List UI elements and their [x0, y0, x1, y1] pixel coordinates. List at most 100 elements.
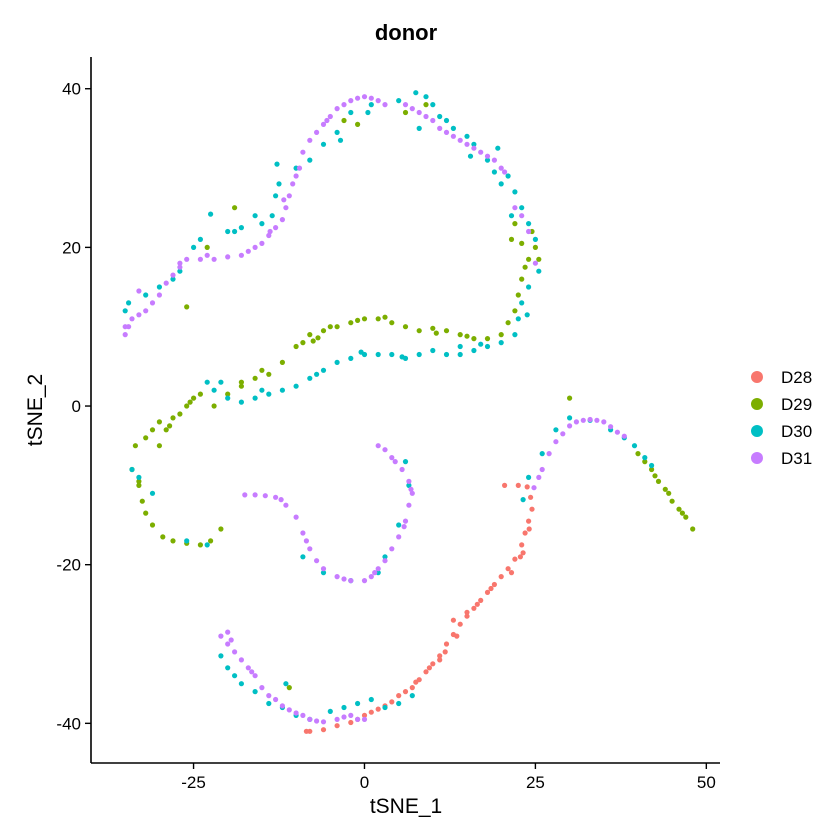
point-D31-12	[211, 256, 217, 262]
point-D30-107	[416, 125, 422, 131]
point-D28-45	[464, 609, 470, 615]
point-D30-29	[512, 189, 518, 195]
point-D30-10	[273, 193, 279, 199]
point-D30-37	[512, 332, 518, 338]
point-D31-33	[355, 95, 361, 101]
point-D30-117	[399, 354, 405, 360]
point-D30-100	[539, 451, 545, 457]
point-D30-114	[358, 349, 364, 355]
point-D29-1	[132, 443, 138, 449]
point-D31-76	[406, 478, 412, 484]
point-D29-67	[423, 102, 429, 108]
point-D31-57	[242, 492, 248, 498]
point-D29-76	[676, 506, 682, 512]
legend: D28 D29 D30 D31	[751, 368, 812, 468]
point-D30-104	[478, 341, 484, 347]
point-D29-84	[310, 338, 316, 344]
point-D30-110	[495, 145, 501, 151]
point-D28-29	[515, 482, 521, 488]
point-D29-25	[416, 328, 422, 334]
legend-key-D31	[751, 452, 763, 464]
point-D31-81	[392, 459, 398, 465]
point-D30-101	[526, 474, 532, 480]
point-D30-115	[314, 371, 320, 377]
point-D30-33	[536, 268, 542, 274]
point-D29-53	[218, 526, 224, 532]
point-D29-77	[683, 514, 689, 520]
point-D29-43	[536, 256, 542, 262]
point-D31-132	[372, 570, 378, 576]
legend-key-D30	[751, 425, 763, 437]
point-D31-131	[341, 576, 347, 582]
point-D31-123	[281, 197, 287, 203]
point-D31-29	[320, 121, 327, 127]
y-tick-label: -40	[56, 714, 81, 733]
point-D31-34	[361, 94, 368, 100]
point-D30-25	[471, 141, 477, 147]
point-D30-90	[320, 570, 327, 576]
point-D29-51	[197, 542, 203, 548]
point-D30-98	[649, 462, 655, 469]
point-D29-20	[348, 320, 354, 326]
point-D29-27	[443, 328, 450, 334]
point-D30-105	[177, 268, 183, 274]
point-D28-25	[526, 518, 532, 524]
point-D30-121	[337, 137, 344, 143]
point-D31-24	[293, 173, 299, 179]
point-D30-3	[170, 276, 176, 282]
point-D30-11	[276, 181, 282, 187]
point-D31-58	[273, 494, 279, 500]
point-D29-45	[139, 498, 145, 504]
point-D28-32	[413, 679, 419, 685]
point-D31-105	[553, 439, 559, 445]
point-D29-79	[666, 490, 672, 496]
point-D29-15	[279, 359, 285, 365]
point-D30-39	[484, 343, 491, 350]
point-D30-111	[505, 173, 511, 179]
point-D28-49	[361, 712, 368, 719]
point-D29-61	[382, 314, 388, 320]
point-D31-23	[290, 181, 296, 187]
point-D28-38	[426, 665, 432, 671]
point-D29-48	[160, 534, 166, 540]
point-D31-37	[382, 102, 388, 108]
point-D31-4	[143, 308, 149, 314]
point-D31-120	[177, 260, 183, 266]
point-D31-91	[266, 693, 272, 699]
point-D31-28	[314, 129, 320, 135]
point-D31-124	[324, 117, 330, 124]
point-D28-18	[484, 589, 491, 596]
point-D28-41	[389, 699, 395, 705]
point-D30-99	[553, 427, 559, 433]
point-D29-66	[402, 109, 409, 116]
point-D30-119	[252, 213, 258, 219]
point-D28-26	[529, 506, 535, 512]
x-ticks: -25 0 25 50	[181, 763, 716, 792]
x-tick-label: 0	[360, 773, 369, 792]
point-D31-51	[512, 205, 518, 211]
point-D31-125	[348, 98, 354, 104]
point-D31-71	[389, 546, 395, 552]
point-D30-113	[524, 312, 530, 318]
series-D29	[129, 102, 696, 691]
point-D29-17	[307, 332, 313, 338]
point-D30-81	[409, 693, 415, 699]
point-D31-106	[560, 431, 566, 437]
point-D31-26	[300, 149, 306, 155]
legend-label-D29: D29	[781, 395, 812, 414]
point-D30-15	[334, 129, 340, 135]
point-D29-13	[252, 375, 258, 381]
point-D31-102	[361, 716, 368, 723]
point-D31-31	[334, 106, 340, 112]
point-D31-2	[129, 316, 135, 322]
point-D29-82	[286, 685, 292, 691]
point-D31-87	[238, 657, 244, 663]
point-D29-16	[293, 343, 299, 350]
point-D31-65	[334, 574, 340, 580]
point-D31-82	[408, 486, 414, 492]
point-D28-30	[502, 482, 508, 488]
point-D30-16	[348, 109, 354, 116]
y-axis-title: tSNE_2	[24, 374, 47, 446]
point-D31-18	[266, 232, 272, 239]
point-D30-13	[307, 157, 313, 163]
